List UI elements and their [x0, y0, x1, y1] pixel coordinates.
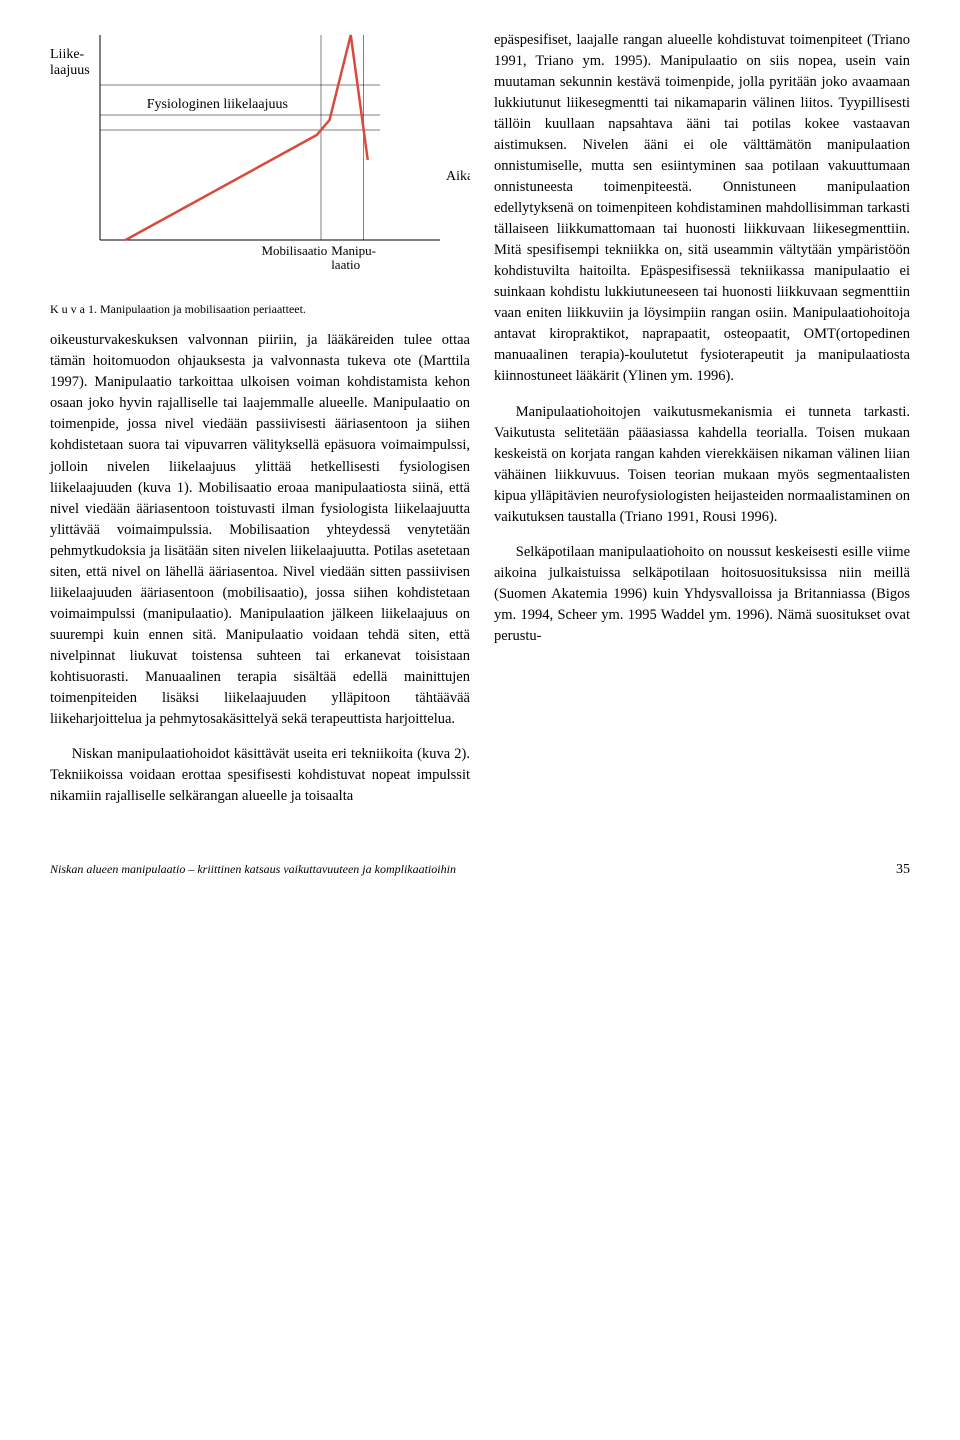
- right-paragraph-1: epäspesifiset, laajalle rangan alueelle …: [494, 30, 910, 387]
- left-paragraph-1: oikeusturvakeskuksen valvonnan piiriin, …: [50, 330, 470, 729]
- svg-text:laajuus: laajuus: [50, 63, 90, 78]
- figure-1-caption: K u v a 1. Manipulaation ja mobilisaatio…: [50, 301, 470, 318]
- svg-text:Manipu-: Manipu-: [331, 243, 376, 258]
- svg-text:Fysiologinen liikelaajuus: Fysiologinen liikelaajuus: [147, 97, 288, 112]
- right-column: epäspesifiset, laajalle rangan alueelle …: [494, 30, 910, 822]
- footer-title: Niskan alueen manipulaatio – kriittinen …: [50, 862, 456, 877]
- figure-1-container: Liike-laajuus Fysiologinen liikelaajuus Mo…: [50, 30, 470, 318]
- figure-1-chart: Liike-laajuus Fysiologinen liikelaajuus Mo…: [50, 30, 470, 290]
- svg-text:Aika: Aika: [446, 169, 470, 184]
- svg-text:laatio: laatio: [331, 257, 360, 272]
- svg-text:Liike-: Liike-: [50, 47, 85, 62]
- two-column-layout: Liike-laajuus Fysiologinen liikelaajuus Mo…: [50, 30, 910, 822]
- right-paragraph-2: Manipulaatiohoitojen vaikutusmekanismia …: [494, 402, 910, 528]
- svg-text:Mobilisaatio: Mobilisaatio: [262, 243, 328, 258]
- left-paragraph-2: Niskan manipulaatiohoidot käsittävät use…: [50, 744, 470, 807]
- page-footer: Niskan alueen manipulaatio – kriittinen …: [50, 862, 910, 878]
- page-number: 35: [896, 862, 910, 878]
- right-paragraph-3: Selkäpotilaan manipulaatiohoito on nouss…: [494, 542, 910, 647]
- left-column: Liike-laajuus Fysiologinen liikelaajuus Mo…: [50, 30, 470, 822]
- page: Liike-laajuus Fysiologinen liikelaajuus Mo…: [0, 0, 960, 898]
